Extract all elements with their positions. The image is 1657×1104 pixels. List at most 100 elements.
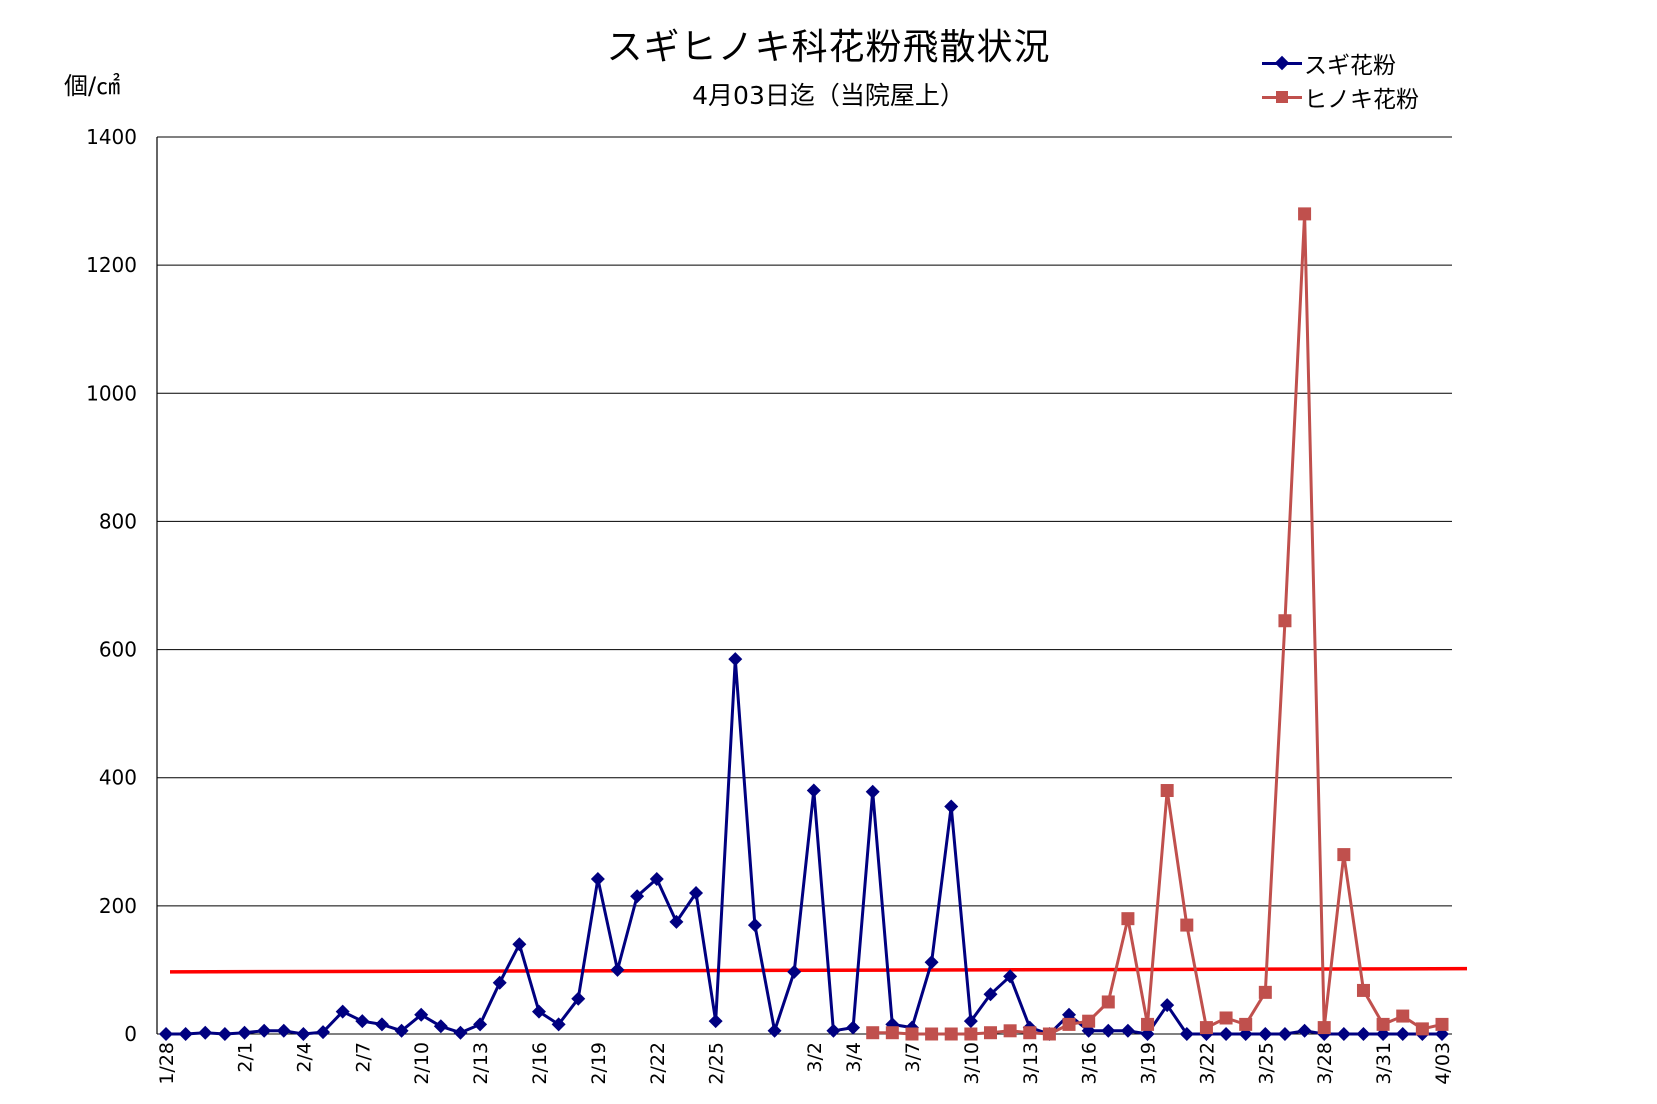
x-tick-label: 3/2	[804, 1042, 826, 1073]
data-point-hinoki	[905, 1027, 919, 1041]
data-point-hinoki	[1356, 983, 1370, 997]
y-tick-label: 600	[99, 638, 137, 662]
data-point-hinoki	[1435, 1017, 1449, 1031]
data-point-sugi	[335, 1004, 350, 1019]
data-point-sugi	[1120, 1023, 1135, 1038]
data-point-hinoki	[1337, 848, 1351, 862]
data-point-sugi	[159, 1027, 173, 1041]
legend-item-sugi: スギ花粉	[1262, 46, 1419, 80]
data-point-sugi	[1101, 1023, 1116, 1038]
data-point-sugi	[610, 962, 625, 977]
data-point-hinoki	[1317, 1021, 1331, 1035]
x-tick-label: 2/19	[588, 1042, 610, 1085]
data-point-hinoki	[866, 1026, 880, 1040]
data-point-sugi	[669, 914, 684, 929]
legend: スギ花粉 ヒノキ花粉	[1262, 46, 1419, 114]
legend-swatch-sugi	[1262, 53, 1302, 73]
data-point-sugi	[983, 987, 998, 1002]
data-point-sugi	[237, 1025, 252, 1040]
data-point-hinoki	[1180, 918, 1194, 932]
data-point-hinoki	[1042, 1027, 1056, 1041]
legend-item-hinoki: ヒノキ花粉	[1262, 80, 1419, 114]
x-tick-label: 2/4	[293, 1042, 315, 1073]
x-tick-label: 2/16	[529, 1042, 551, 1085]
data-point-sugi	[1277, 1027, 1292, 1041]
data-point-hinoki	[1141, 1017, 1155, 1031]
data-point-hinoki	[1199, 1021, 1213, 1035]
x-tick-label: 3/13	[1020, 1042, 1042, 1085]
x-tick-label: 3/22	[1196, 1042, 1218, 1085]
y-tick-label: 800	[99, 509, 137, 533]
data-point-sugi	[689, 886, 704, 901]
x-tick-label: 2/1	[235, 1042, 257, 1073]
data-point-sugi	[1219, 1027, 1234, 1041]
y-tick-label: 1400	[86, 125, 137, 149]
data-point-hinoki	[1219, 1011, 1233, 1025]
data-point-hinoki	[1101, 995, 1115, 1009]
data-point-sugi	[414, 1007, 429, 1022]
data-point-sugi	[316, 1025, 331, 1040]
data-point-hinoki	[944, 1027, 958, 1041]
data-point-sugi	[747, 918, 762, 933]
legend-swatch-hinoki	[1262, 87, 1302, 107]
x-tick-label: 3/28	[1314, 1042, 1336, 1085]
y-tick-label: 400	[99, 766, 137, 790]
data-point-sugi	[865, 784, 880, 799]
data-point-hinoki	[1278, 614, 1292, 628]
x-tick-label: 2/7	[352, 1042, 374, 1073]
data-point-sugi	[1395, 1027, 1410, 1041]
data-point-sugi	[826, 1023, 841, 1038]
x-tick-label: 3/25	[1255, 1042, 1277, 1085]
y-axis-unit-label: 個/㎠	[64, 72, 121, 100]
series-line-1	[872, 212, 1443, 1036]
chart-title: スギヒノキ科花粉飛散状況	[606, 27, 1051, 68]
y-tick-label: 0	[124, 1022, 137, 1046]
data-point-hinoki	[1160, 784, 1174, 798]
x-tick-label: 3/31	[1373, 1042, 1395, 1085]
series-line-0	[166, 657, 1442, 1036]
data-point-sugi	[551, 1017, 566, 1032]
x-tick-label: 3/16	[1079, 1042, 1101, 1085]
data-point-hinoki	[1003, 1024, 1017, 1038]
data-point-sugi	[531, 1004, 546, 1019]
x-tick-label: 4/03	[1432, 1042, 1454, 1085]
data-point-hinoki	[1121, 912, 1135, 926]
data-point-sugi	[1179, 1027, 1194, 1041]
data-point-sugi	[1258, 1027, 1273, 1041]
data-point-sugi	[649, 871, 664, 886]
data-point-hinoki	[1239, 1017, 1253, 1031]
x-tick-label: 2/10	[411, 1042, 433, 1085]
data-point-hinoki	[885, 1026, 899, 1040]
data-point-sugi	[1160, 998, 1175, 1013]
data-point-hinoki	[1298, 207, 1312, 221]
data-point-sugi	[453, 1025, 468, 1040]
data-point-sugi	[767, 1023, 782, 1038]
data-point-hinoki	[925, 1027, 939, 1041]
data-point-sugi	[590, 871, 605, 886]
data-point-sugi	[433, 1019, 448, 1034]
y-tick-label: 200	[99, 894, 137, 918]
data-point-sugi	[355, 1014, 370, 1029]
data-point-hinoki	[1258, 985, 1272, 999]
data-point-sugi	[806, 783, 821, 798]
data-point-sugi	[276, 1023, 291, 1038]
data-point-sugi	[944, 799, 959, 814]
x-tick-label: 3/4	[843, 1042, 865, 1073]
data-point-hinoki	[964, 1027, 978, 1041]
data-point-hinoki	[1062, 1017, 1076, 1031]
data-point-hinoki	[1082, 1014, 1096, 1028]
data-point-sugi	[1336, 1027, 1351, 1041]
legend-label-sugi: スギ花粉	[1304, 53, 1396, 79]
data-point-sugi	[630, 889, 645, 904]
data-point-sugi	[708, 1014, 723, 1029]
data-point-sugi	[374, 1017, 389, 1032]
x-tick-label: 1/28	[156, 1042, 178, 1085]
data-point-sugi	[217, 1027, 232, 1041]
data-point-sugi	[963, 1014, 978, 1029]
data-point-hinoki	[1396, 1009, 1410, 1023]
data-point-sugi	[257, 1023, 272, 1038]
data-point-sugi	[492, 975, 507, 990]
data-point-sugi	[198, 1025, 213, 1040]
y-tick-label: 1000	[86, 381, 137, 405]
